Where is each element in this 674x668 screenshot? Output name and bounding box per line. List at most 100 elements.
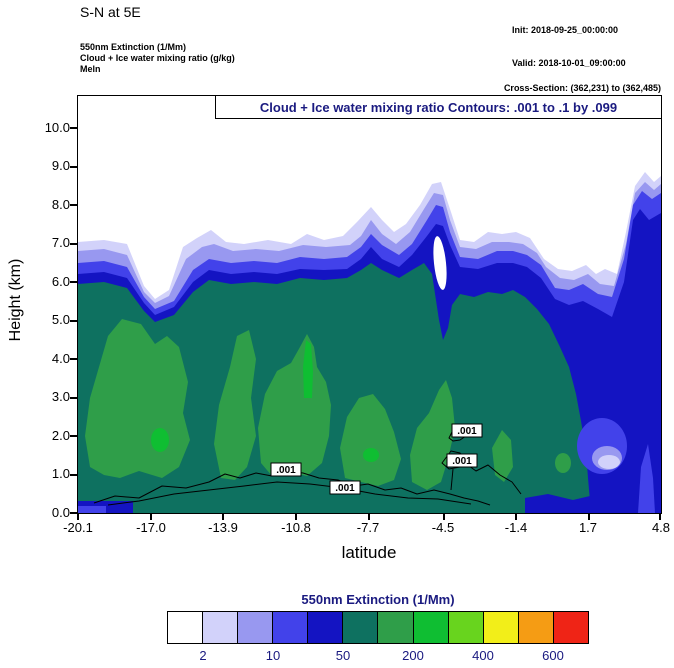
contour-line — [450, 468, 454, 491]
x-tick-label: -10.8 — [281, 520, 311, 535]
colorbar-tick-label: 600 — [542, 648, 564, 663]
init-time: Init: 2018-09-25_00:00:00 — [512, 25, 619, 35]
y-axis-title: Height (km) — [7, 258, 24, 342]
x-tick-label: -20.1 — [63, 520, 93, 535]
mixing-ratio-contours — [93, 427, 522, 506]
x-tick-mark — [295, 514, 297, 520]
x-tick-mark — [77, 514, 79, 520]
blue-wedge-right — [638, 444, 655, 513]
white-sliver — [433, 236, 447, 290]
x-tick-label: -13.9 — [208, 520, 238, 535]
x-tick-mark — [515, 514, 517, 520]
svg-text:.001: .001 — [335, 483, 355, 494]
green-patch — [492, 430, 513, 482]
field-domain: Meln — [80, 64, 101, 74]
svg-text:.001: .001 — [457, 426, 477, 437]
x-tick-label: 4.8 — [651, 520, 671, 535]
x-tick-label: -1.4 — [504, 520, 528, 535]
y-tick-label: 1.0 — [51, 466, 70, 481]
bottom-strip — [525, 494, 590, 513]
y-tick-mark — [70, 320, 78, 322]
y-tick-mark — [70, 204, 78, 206]
contour-annotation-text: Cloud + Ice water mixing ratio Contours:… — [259, 99, 618, 115]
bottom-strip — [78, 506, 106, 513]
colorbar-title: 550nm Extinction (1/Mm) — [301, 592, 455, 607]
y-tick-label: 0.0 — [51, 505, 70, 520]
colorbar-cell — [238, 612, 274, 643]
pale-pocket — [598, 455, 620, 469]
x-tick-mark — [659, 514, 661, 520]
y-tick-label: 3.0 — [51, 389, 70, 404]
x-tick-mark — [588, 514, 590, 520]
colorbar — [167, 611, 589, 644]
x-tick-label: -4.5 — [431, 520, 455, 535]
x-tick-mark — [443, 514, 445, 520]
colorbar-cell — [413, 612, 449, 643]
cross-section-label: Cross-Section: (362,231) to (362,485) — [503, 83, 661, 93]
bright-green-patch — [363, 448, 379, 462]
colorbar-cell — [378, 612, 414, 643]
y-tick-mark — [70, 166, 78, 168]
field-list: 550nm Extinction (1/Mm) Cloud + Ice wate… — [80, 42, 235, 75]
fill-level-300-patches — [151, 340, 379, 462]
bright-green-patch — [303, 340, 313, 398]
x-axis-title: latitude — [341, 543, 397, 562]
colorbar-tick-label: 400 — [472, 648, 494, 663]
fill-level-50 — [78, 263, 590, 513]
contour-plot-canvas: .001 .001 .001 .001 — [78, 96, 661, 513]
green-patch — [410, 380, 455, 490]
y-tick-mark — [70, 281, 78, 283]
colorbar-tick-label: 2 — [199, 648, 207, 663]
y-tick-mark — [70, 512, 78, 514]
y-tick-mark — [70, 474, 78, 476]
contour-line — [464, 462, 522, 495]
y-tick-mark — [70, 397, 78, 399]
colorbar-cell — [168, 612, 204, 643]
colorbar-cell — [273, 612, 309, 643]
green-patch — [214, 330, 256, 480]
y-tick-label: 2.0 — [51, 428, 70, 443]
svg-text:.001: .001 — [452, 456, 472, 467]
green-patch — [555, 453, 571, 473]
colorbar-tick-label: 50 — [335, 648, 351, 663]
page-title: S-N at 5E — [80, 4, 141, 20]
x-tick-label: -17.0 — [136, 520, 166, 535]
colorbar-cell — [553, 612, 588, 643]
y-tick-mark — [70, 435, 78, 437]
x-tick-label: 1.7 — [578, 520, 598, 535]
y-tick-label: 6.0 — [51, 274, 70, 289]
field-mixing-ratio: Cloud + Ice water mixing ratio (g/kg) — [80, 53, 235, 63]
contour-line — [107, 481, 472, 506]
bright-green-patch — [151, 428, 169, 452]
y-tick-label: 10.0 — [44, 120, 70, 135]
extinction-fill-layers — [78, 96, 661, 513]
x-tick-mark — [150, 514, 152, 520]
colorbar-tick-label: 10 — [265, 648, 281, 663]
contour-label: .001 — [329, 480, 361, 495]
valid-time: Valid: 2018-10-01_09:00:00 — [512, 58, 626, 68]
green-patch — [340, 394, 401, 486]
contour-annotation-box: Cloud + Ice water mixing ratio Contours:… — [215, 95, 662, 119]
colorbar-cell — [203, 612, 239, 643]
contour-label: .001 — [270, 462, 302, 477]
run-times: Init: 2018-09-25_00:00:00 Valid: 2018-10… — [512, 3, 626, 91]
y-tick-label: 9.0 — [51, 158, 70, 173]
y-tick-mark — [70, 358, 78, 360]
contour-line — [93, 470, 491, 506]
y-tick-label: 5.0 — [51, 312, 70, 327]
x-tick-label: -7.7 — [356, 520, 380, 535]
contour-label: .001 — [446, 453, 478, 468]
y-tick-mark — [70, 243, 78, 245]
y-tick-label: 7.0 — [51, 235, 70, 250]
x-tick-mark — [222, 514, 224, 520]
colorbar-cell — [343, 612, 379, 643]
y-tick-label: 4.0 — [51, 351, 70, 366]
y-tick-label: 8.0 — [51, 197, 70, 212]
contour-label-boxes: .001 .001 .001 .001 — [270, 423, 483, 495]
y-tick-mark — [70, 127, 78, 129]
colorbar-tick-label: 200 — [402, 648, 424, 663]
contour-label: .001 — [451, 423, 483, 438]
x-tick-mark — [368, 514, 370, 520]
colorbar-cell — [448, 612, 484, 643]
